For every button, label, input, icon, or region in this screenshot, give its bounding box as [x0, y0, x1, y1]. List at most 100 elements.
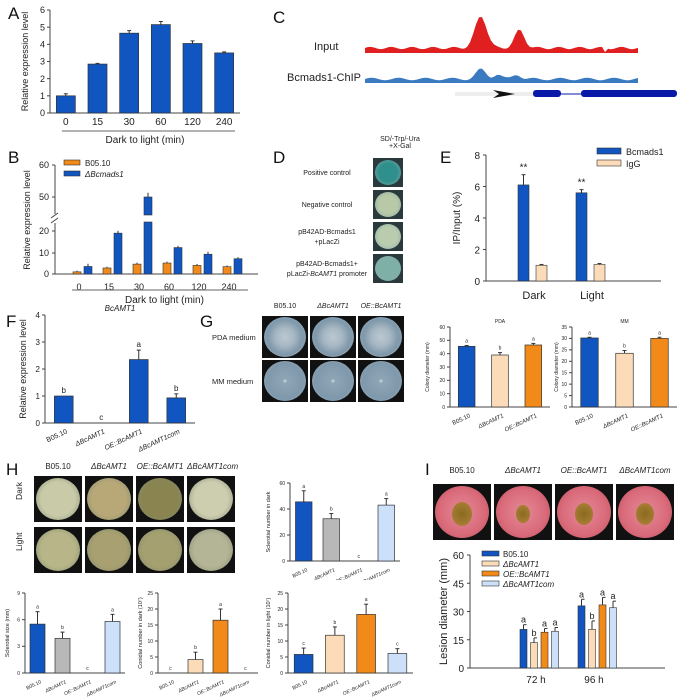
legend-label: IgG [626, 159, 641, 169]
fungal-colony-photo [85, 527, 133, 573]
y-tick-label: 1 [40, 91, 45, 101]
axis-break-mark [50, 217, 59, 224]
h-column-label: ΔBcAMT1com [187, 462, 239, 471]
petri-dish-photo [262, 316, 308, 358]
y-tick-label: 60 [39, 160, 49, 170]
legend-swatch [63, 170, 81, 177]
significance-letter: c [396, 642, 399, 648]
g-row-label: MM medium [212, 377, 254, 386]
y-tick-label: 10 [39, 248, 49, 258]
petri-dish [312, 317, 354, 357]
lesion [636, 503, 654, 525]
bar [615, 352, 634, 408]
yeast-colony-photo [373, 190, 403, 219]
bar [150, 24, 171, 114]
d-header-line1: SD/-Trp/-Ura [380, 136, 420, 143]
x-tick-label: 60 [164, 282, 174, 292]
bar [524, 344, 543, 408]
lesion [452, 502, 472, 526]
y-tick-label: 10 [561, 382, 567, 388]
bar [54, 637, 71, 674]
gene-exon [533, 90, 561, 97]
petri-dish-photo [310, 360, 356, 402]
fungal-colony [36, 529, 80, 571]
h-row-label: Dark [14, 482, 24, 500]
chart-title: MM [620, 319, 628, 325]
bar [593, 264, 606, 282]
y-tick-label: 15 [453, 636, 465, 647]
bar [222, 266, 232, 275]
x-tick-label: B05.10 [292, 679, 309, 691]
x-tick-label: 96 h [584, 675, 603, 686]
significance-letter: c [169, 666, 172, 672]
bar [55, 95, 76, 114]
bar [457, 345, 476, 408]
x-tick-label: 240 [216, 117, 233, 128]
significance-annotation: ** [520, 163, 528, 174]
bar [650, 338, 669, 408]
y-axis-label: Relative expression level [18, 319, 28, 419]
apple-fruit [618, 486, 672, 538]
d-row-label-line1: Positive control [303, 170, 351, 177]
chart-a: 0 1 2 3 4 5 6 Relative expression level 0 15 30 60 1… [20, 5, 240, 145]
x-tick-label: 15 [92, 117, 104, 128]
chart-title: BcAMT1 [105, 304, 136, 313]
significance-letter: a [111, 607, 114, 613]
bar [192, 265, 202, 275]
panel-label-i: I [425, 460, 430, 479]
d-row-label-line2: pLacZi-BcAMT1 promoter [286, 271, 368, 278]
bar [588, 629, 596, 669]
bar [143, 196, 153, 216]
petri-dish [264, 317, 306, 357]
y-tick-label: 60 [279, 481, 285, 487]
petri-dish [312, 361, 354, 401]
chart-e: 0 2 4 6 8 IP/Input (%) ** Dark ** Light Bcmads1 IgG [452, 147, 664, 302]
legend-label: ΔBcAMT1com [502, 580, 554, 589]
significance-letter: c [99, 413, 103, 422]
x-tick-label: ΔBcAMT1com [370, 679, 402, 698]
y-tick-label: 0 [442, 405, 445, 411]
y-tick-label: 0 [280, 671, 283, 677]
x-tick-label: B05.10 [575, 413, 595, 427]
apple-fruit [435, 486, 489, 538]
d-header-line2: +X-Gal [389, 143, 411, 150]
fungal-colony-photo [34, 476, 82, 522]
petri-dish [360, 361, 402, 401]
y-tick-label: 0 [150, 671, 153, 677]
i-column-label: B05.10 [449, 466, 475, 475]
apple-fruit [557, 486, 611, 538]
y-tick-label: 5 [280, 655, 283, 661]
x-tick-label: B05.10 [25, 679, 42, 691]
y-tick-label: 0 [17, 671, 20, 677]
y-tick-label: 0 [282, 559, 285, 565]
panel-label-e: E [440, 148, 452, 167]
y-tick-label: 2 [474, 246, 480, 257]
bar [214, 52, 235, 114]
fungal-colony [138, 529, 182, 571]
bar [322, 518, 340, 562]
h-column-label: ΔBcAMT1 [90, 462, 128, 471]
legend-swatch [596, 159, 622, 167]
bar [187, 659, 204, 674]
y-tick-label: 0 [36, 419, 41, 428]
y-tick-label: 25 [277, 591, 283, 597]
y-tick-label: 5 [40, 22, 45, 32]
x-tick-label: ΔBcAMT1 [477, 413, 505, 430]
legend-label: ΔBcAMT1 [502, 560, 539, 569]
significance-letter: b [194, 645, 197, 651]
y-tick-label: 50 [439, 338, 445, 344]
x-tick-label: 30 [134, 282, 144, 292]
arrow-icon [493, 90, 515, 98]
x-tick-label: 15 [104, 282, 114, 292]
y-tick-label: 2 [36, 365, 41, 374]
bar [295, 501, 313, 562]
chart-title: PDA [495, 319, 506, 325]
h-row-label: Light [14, 532, 24, 551]
y-tick-label: 40 [439, 351, 445, 357]
y-tick-label: 5 [564, 393, 567, 399]
significance-letter: a [465, 339, 468, 345]
significance-letter: b [330, 507, 333, 513]
y-tick-label: 0 [44, 269, 49, 279]
y-tick-label: 30 [561, 336, 567, 342]
